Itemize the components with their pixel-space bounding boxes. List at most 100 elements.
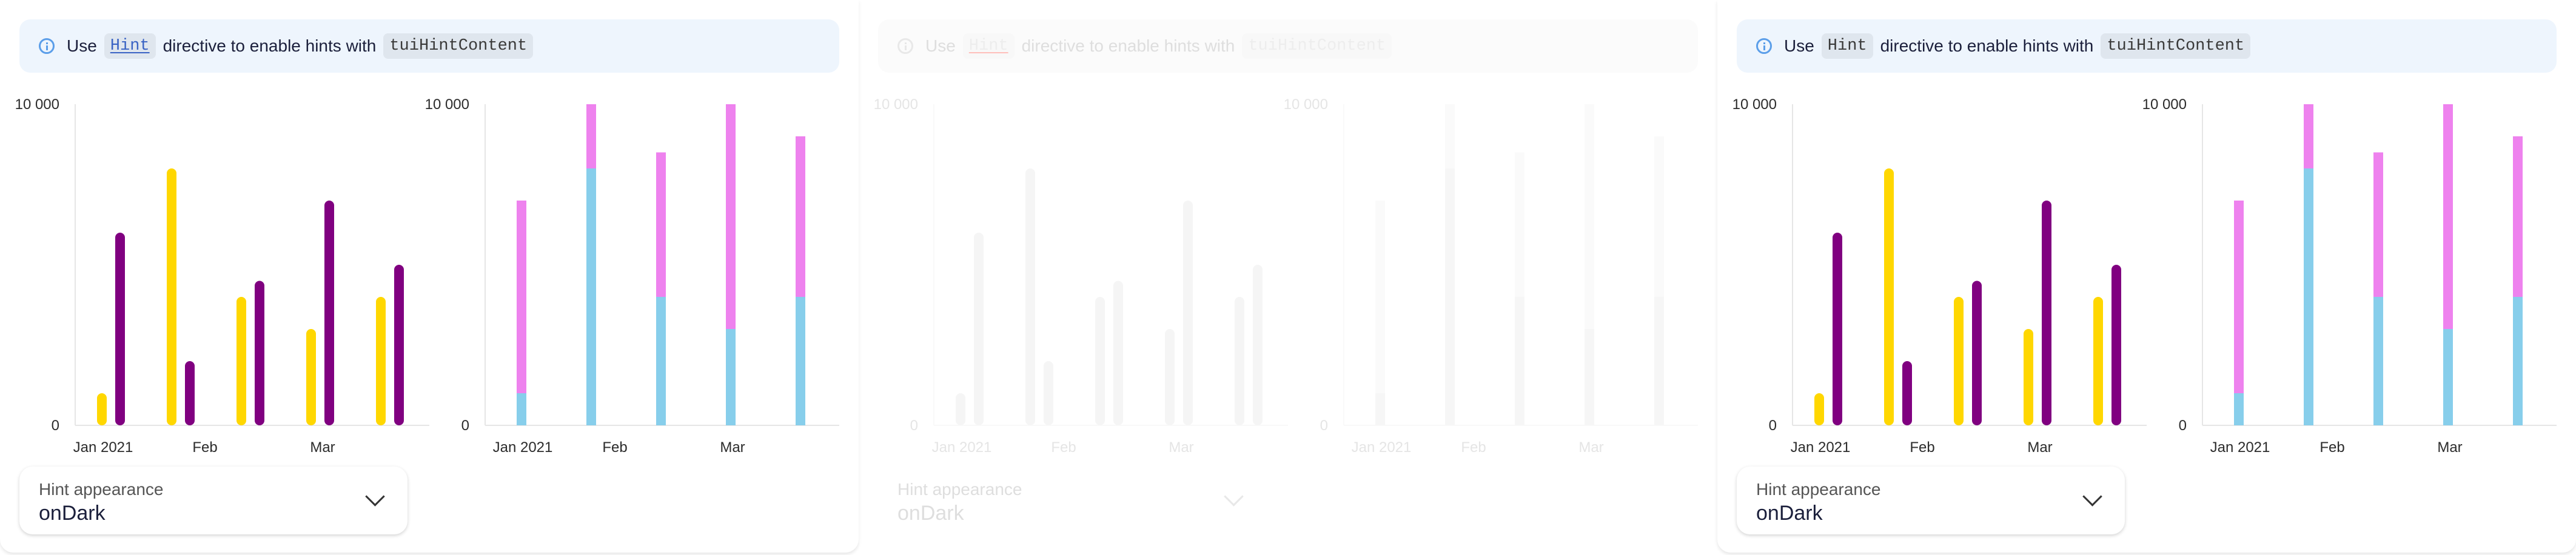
notice-middle: directive to enable hints with — [1880, 36, 2094, 55]
bar-s2-5[interactable] — [394, 265, 404, 425]
x-tick-label: Mar — [310, 439, 335, 456]
select-value: onDark — [897, 502, 964, 525]
x-tick-label: Jan 2021 — [2210, 439, 2270, 456]
x-tick-label: Mar — [720, 439, 745, 456]
bar-s1-5[interactable] — [796, 297, 805, 425]
bar-s2-5[interactable] — [1253, 265, 1263, 425]
bar-s1-4[interactable] — [726, 329, 736, 425]
x-tick-label: Feb — [2319, 439, 2344, 456]
bar-s1-1[interactable] — [956, 393, 965, 425]
bar-s2-1[interactable] — [1833, 233, 1842, 425]
bar-s1-3[interactable] — [2373, 297, 2383, 425]
bar-s1-5[interactable] — [1235, 297, 1244, 425]
bar-s2-3[interactable] — [2373, 152, 2383, 297]
bar-s1-1[interactable] — [97, 393, 107, 425]
bar-s2-1[interactable] — [115, 233, 125, 425]
chevron-down-icon — [1224, 487, 1244, 507]
chevron-down-icon[interactable] — [365, 487, 385, 507]
bar-s2-3[interactable] — [656, 152, 666, 297]
bar-s2-2[interactable] — [185, 361, 195, 425]
bar-s2-5[interactable] — [2111, 265, 2121, 425]
y-tick-label: 10 000 — [425, 96, 469, 113]
bar-s1-3[interactable] — [1515, 297, 1524, 425]
hint-link[interactable]: Hint — [104, 33, 156, 59]
bar-s2-4[interactable] — [1585, 104, 1594, 329]
bar-s1-4[interactable] — [306, 329, 316, 425]
charts-area: 10 000 0 Jan 2021 Feb Mar 10 000 0 Jan 2021 Feb M… — [874, 96, 1698, 456]
bar-s2-1[interactable] — [517, 201, 526, 393]
y-tick-label: 0 — [1769, 417, 1777, 434]
chevron-down-icon[interactable] — [2082, 487, 2102, 507]
bar-s1-4[interactable] — [2024, 329, 2033, 425]
y-tick-label: 10 000 — [874, 96, 918, 113]
bar-s1-1[interactable] — [1375, 393, 1385, 425]
panel-2: Use Hint directive to enable hints with … — [859, 0, 1717, 553]
hint-appearance-select: Hint appearance onDark — [878, 467, 1266, 534]
bar-s1-1[interactable] — [2234, 393, 2244, 425]
bar-s1-2[interactable] — [167, 168, 176, 425]
bar-s1-5[interactable] — [1654, 297, 1664, 425]
bar-s1-2[interactable] — [1445, 168, 1455, 425]
bar-s2-5[interactable] — [796, 136, 805, 297]
bar-s1-4[interactable] — [1585, 329, 1594, 425]
hint-link: Hint — [962, 33, 1015, 59]
bar-s2-3[interactable] — [1972, 281, 1982, 426]
hint-content-code: tuiHintContent — [2101, 33, 2251, 59]
bar-s1-3[interactable] — [656, 297, 666, 425]
bar-s2-2[interactable] — [586, 104, 596, 168]
select-label: Hint appearance — [897, 480, 1022, 499]
x-tick-label: Jan 2021 — [73, 439, 133, 456]
y-tick-label: 0 — [52, 417, 59, 434]
bar-s2-1[interactable] — [2234, 201, 2244, 393]
info-icon — [39, 38, 55, 54]
bar-s1-3[interactable] — [1095, 297, 1105, 425]
hint-appearance-select[interactable]: Hint appearance onDark — [19, 467, 408, 534]
bar-s1-1[interactable] — [517, 393, 526, 425]
x-tick-label: Jan 2021 — [932, 439, 992, 456]
bar-s1-5[interactable] — [2513, 297, 2523, 425]
select-value: onDark — [39, 502, 106, 525]
bar-s1-4[interactable] — [1165, 329, 1175, 425]
bar-s2-4[interactable] — [726, 104, 736, 329]
chart-2: 10 000 0 Jan 2021 Feb Mar — [1284, 96, 1698, 456]
y-tick-label: 10 000 — [1284, 96, 1328, 113]
x-tick-label: Feb — [192, 439, 217, 456]
bar-s2-4[interactable] — [1183, 201, 1193, 425]
bar-s1-2[interactable] — [1884, 168, 1894, 425]
bar-s1-2[interactable] — [586, 168, 596, 425]
bar-s2-5[interactable] — [1654, 136, 1664, 297]
info-icon — [897, 38, 913, 54]
bar-s2-3[interactable] — [255, 281, 264, 426]
bar-s1-2[interactable] — [2304, 168, 2313, 425]
bar-s2-2[interactable] — [1044, 361, 1053, 425]
chart-2: 10 000 0 Jan 2021 Feb Mar — [425, 96, 839, 456]
select-value: onDark — [1756, 502, 1823, 525]
bar-s1-2[interactable] — [1025, 168, 1035, 425]
bar-s2-2[interactable] — [1445, 104, 1455, 168]
notice-middle: directive to enable hints with — [1021, 36, 1235, 55]
bar-s2-5[interactable] — [2513, 136, 2523, 297]
bar-s1-3[interactable] — [1954, 297, 1964, 425]
bar-s1-5[interactable] — [2093, 297, 2103, 425]
y-tick-label: 0 — [2179, 417, 2187, 434]
bar-s2-1[interactable] — [974, 233, 984, 425]
bar-s2-4[interactable] — [324, 201, 334, 425]
bar-s2-4[interactable] — [2042, 201, 2051, 425]
bar-s2-1[interactable] — [1375, 201, 1385, 393]
notice-use: Use — [925, 36, 956, 55]
hint-content-code: tuiHintContent — [1242, 33, 1392, 59]
bar-s2-3[interactable] — [1113, 281, 1123, 426]
y-tick-label: 10 000 — [1732, 96, 1777, 113]
bar-s1-3[interactable] — [236, 297, 246, 425]
hint-content-code: tuiHintContent — [383, 33, 534, 59]
bar-s2-2[interactable] — [1902, 361, 1912, 425]
bar-s1-5[interactable] — [376, 297, 386, 425]
y-tick-label: 0 — [910, 417, 918, 434]
hint-appearance-select[interactable]: Hint appearance onDark — [1737, 467, 2125, 534]
charts-area: 10 000 0 Jan 2021 Feb Mar 10 000 0 Jan 2021 Feb M… — [1732, 96, 2557, 456]
bar-s1-4[interactable] — [2443, 329, 2453, 425]
bar-s2-4[interactable] — [2443, 104, 2453, 329]
bar-s2-3[interactable] — [1515, 152, 1524, 297]
bar-s1-1[interactable] — [1814, 393, 1824, 425]
bar-s2-2[interactable] — [2304, 104, 2313, 168]
